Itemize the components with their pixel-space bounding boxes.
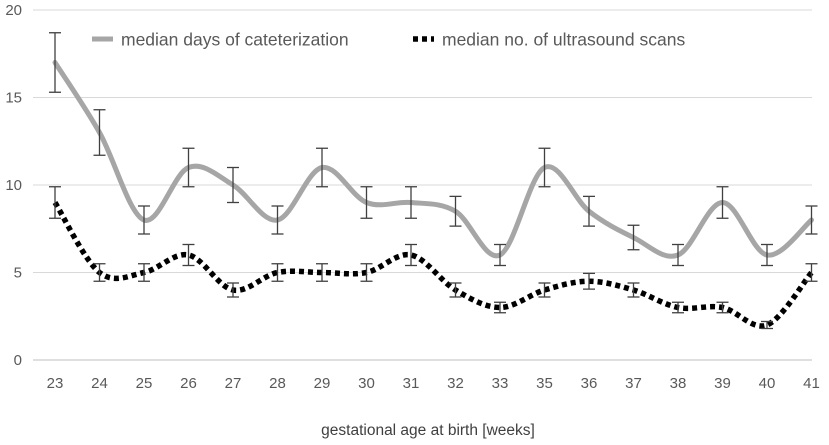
series-line-cateterization (52, 60, 814, 259)
error-bar (627, 224, 640, 251)
error-bar (227, 282, 239, 298)
error-bar (494, 243, 506, 267)
x-tick-label: 28 (269, 375, 286, 392)
error-bar (227, 166, 239, 204)
gridlines (33, 9, 812, 361)
y-tick-label: 15 (5, 90, 22, 107)
error-bar (138, 263, 150, 282)
error-bar (93, 263, 106, 282)
error-bar (182, 243, 195, 267)
x-tick-label: 25 (136, 375, 153, 392)
x-tick-label: 38 (670, 375, 687, 392)
error-bar (672, 301, 684, 314)
error-bars (49, 32, 818, 330)
error-bar (583, 195, 595, 227)
error-bar (672, 243, 684, 267)
x-tick-label: 30 (358, 375, 375, 392)
error-bar (583, 272, 595, 290)
error-bar (93, 109, 106, 156)
error-bar (761, 320, 773, 330)
x-tick-label: 39 (714, 375, 731, 392)
error-bar (805, 263, 818, 282)
error-bar (49, 32, 61, 93)
error-bar (716, 301, 729, 314)
error-bar (805, 205, 818, 235)
x-tick-label: 41 (803, 375, 820, 392)
x-tick-label: 29 (314, 375, 331, 392)
x-axis-title: gestational age at birth [weeks] (321, 422, 535, 439)
error-bar (271, 263, 284, 282)
x-tick-label: 33 (492, 375, 509, 392)
y-tick-label: 10 (5, 177, 22, 194)
y-tick-label: 20 (5, 2, 22, 19)
error-bar (138, 205, 150, 235)
legend-label-cateterization: median days of cateterization (121, 30, 349, 50)
y-tick-label: 0 (14, 352, 22, 369)
error-bar (716, 186, 729, 219)
error-bar (761, 243, 773, 267)
y-axis-tick-labels: 0 5 10 15 20 (5, 2, 22, 369)
x-axis-tick-labels: 23 24 25 26 27 28 29 30 31 32 33 35 36 37 38 39 40 41 (47, 375, 820, 392)
x-tick-label: 36 (581, 375, 598, 392)
error-bar (316, 147, 328, 188)
x-tick-label: 32 (447, 375, 464, 392)
error-bar (627, 282, 640, 298)
error-bar (449, 282, 462, 298)
error-bar (538, 147, 551, 188)
error-bar (538, 282, 551, 298)
x-tick-label: 31 (403, 375, 420, 392)
error-bar (494, 301, 506, 314)
series-lines (52, 60, 814, 329)
legend-label-ultrasound: median no. of ultrasound scans (442, 30, 685, 50)
y-tick-label: 5 (14, 265, 22, 282)
error-bar (360, 186, 373, 219)
x-tick-label: 35 (536, 375, 553, 392)
error-bar (449, 195, 462, 227)
x-tick-label: 37 (625, 375, 642, 392)
x-tick-label: 40 (759, 375, 776, 392)
x-tick-label: 27 (225, 375, 242, 392)
x-tick-label: 23 (47, 375, 64, 392)
error-bar (360, 263, 373, 282)
x-tick-label: 24 (91, 375, 108, 392)
error-bar (182, 147, 195, 188)
error-bar (49, 186, 61, 219)
error-bar (271, 205, 284, 235)
error-bar (405, 186, 417, 219)
series-line-ultrasound (52, 201, 814, 329)
error-bar (405, 243, 417, 267)
x-tick-label: 26 (180, 375, 197, 392)
error-bar (316, 263, 328, 282)
legend: median days of cateterization median no.… (92, 30, 685, 50)
